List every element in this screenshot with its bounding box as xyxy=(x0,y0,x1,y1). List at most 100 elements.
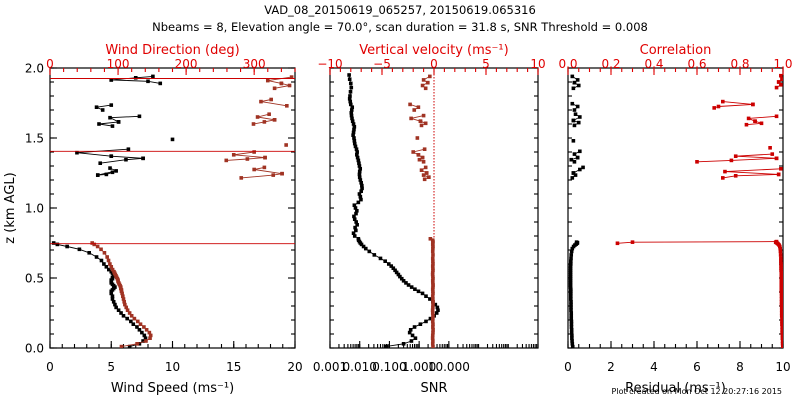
series-marker-middle xyxy=(411,150,415,154)
series-marker-middle xyxy=(356,237,361,241)
series-marker-left xyxy=(148,336,152,340)
series-marker-right xyxy=(779,297,783,301)
series-marker-right xyxy=(570,176,575,180)
series-marker-middle xyxy=(386,262,391,266)
series-marker-left xyxy=(108,115,112,120)
series-marker-middle xyxy=(431,300,435,304)
series-marker-left xyxy=(113,302,117,307)
series-marker-right xyxy=(630,240,635,244)
bottom-tick-label-middle: 10.000 xyxy=(428,360,470,374)
series-marker-left xyxy=(289,75,294,79)
bottom-tick-label-right: 4 xyxy=(650,360,658,374)
series-marker-left xyxy=(119,344,124,348)
series-marker-middle xyxy=(359,189,363,193)
series-marker-middle xyxy=(354,220,358,224)
series-marker-middle xyxy=(409,285,414,289)
series-line-right xyxy=(696,157,777,163)
figure-subtitle: Nbeams = 8, Elevation angle = 70.0°, sca… xyxy=(152,20,648,34)
series-marker-left xyxy=(137,328,142,332)
series-marker-left xyxy=(127,344,132,348)
series-marker-right xyxy=(615,241,620,246)
series-marker-right xyxy=(780,77,783,81)
series-marker-middle xyxy=(399,276,404,281)
series-marker-right xyxy=(569,262,573,266)
series-marker-middle xyxy=(349,85,354,90)
series-marker-middle xyxy=(406,283,411,287)
series-marker-right xyxy=(578,115,582,119)
series-marker-middle xyxy=(359,197,363,202)
series-marker-middle xyxy=(431,297,435,301)
series-marker-middle xyxy=(352,141,357,146)
series-marker-middle xyxy=(408,102,412,107)
series-marker-middle xyxy=(394,270,399,275)
series-marker-left xyxy=(109,103,114,107)
series-marker-middle xyxy=(431,266,435,270)
series-line-left xyxy=(109,115,140,123)
series-marker-middle xyxy=(372,253,377,257)
bottom-tick-label-middle: 0.010 xyxy=(343,360,377,374)
series-marker-right xyxy=(751,102,755,107)
series-marker-right xyxy=(569,287,573,291)
series-marker-middle xyxy=(431,283,435,287)
series-marker-right xyxy=(578,149,582,154)
series-marker-left xyxy=(127,311,132,315)
series-marker-right xyxy=(780,342,783,346)
series-marker-left xyxy=(94,255,99,259)
series-marker-right xyxy=(569,311,574,315)
series-marker-left xyxy=(122,300,126,304)
series-marker-middle xyxy=(348,94,352,98)
series-marker-right xyxy=(568,274,573,279)
top-tick-label-right: 0.4 xyxy=(644,57,663,71)
series-marker-left xyxy=(110,124,115,128)
series-marker-right xyxy=(578,167,582,172)
series-marker-left xyxy=(132,316,137,321)
series-marker-middle xyxy=(424,171,429,175)
series-marker-left xyxy=(90,241,94,245)
series-marker-middle xyxy=(389,264,394,268)
series-marker-middle xyxy=(383,344,388,348)
series-marker-middle xyxy=(357,192,362,196)
series-marker-left xyxy=(251,122,256,126)
series-marker-right xyxy=(779,279,783,283)
series-marker-middle xyxy=(352,214,356,219)
series-marker-middle xyxy=(422,177,427,182)
series-marker-right xyxy=(568,276,573,281)
series-marker-middle xyxy=(361,244,366,249)
series-marker-middle xyxy=(356,200,361,205)
top-tick-label-middle: −5 xyxy=(373,57,391,71)
series-marker-right xyxy=(569,294,573,298)
series-marker-left xyxy=(106,258,111,263)
series-marker-left xyxy=(263,155,267,160)
series-marker-right xyxy=(569,249,574,254)
series-marker-right xyxy=(570,74,575,79)
series-marker-left xyxy=(137,342,142,346)
series-marker-left xyxy=(265,78,270,83)
series-marker-right xyxy=(779,274,783,279)
series-marker-middle xyxy=(352,127,356,132)
series-marker-right xyxy=(744,122,749,127)
series-marker-right xyxy=(569,259,573,263)
series-marker-left xyxy=(116,308,121,312)
series-marker-right xyxy=(779,285,783,289)
series-marker-middle xyxy=(357,169,362,174)
series-marker-right xyxy=(570,246,575,251)
series-marker-middle xyxy=(391,266,396,270)
series-marker-right xyxy=(776,80,781,84)
series-marker-left xyxy=(77,247,82,252)
series-marker-left xyxy=(143,336,148,340)
series-marker-left xyxy=(231,153,236,157)
series-line-right xyxy=(617,241,777,244)
series-marker-left xyxy=(123,302,127,307)
series-marker-right xyxy=(779,294,783,298)
series-marker-middle xyxy=(349,108,354,112)
series-marker-left xyxy=(112,269,116,274)
top-axis-title-left: Wind Direction (deg) xyxy=(105,43,239,58)
series-marker-left xyxy=(75,150,79,155)
series-marker-left xyxy=(141,156,145,161)
series-marker-left xyxy=(108,262,112,266)
series-marker-middle xyxy=(430,256,435,261)
series-marker-left xyxy=(97,122,101,126)
series-marker-middle xyxy=(363,246,368,251)
series-marker-left xyxy=(138,322,143,326)
series-marker-right xyxy=(779,300,783,304)
